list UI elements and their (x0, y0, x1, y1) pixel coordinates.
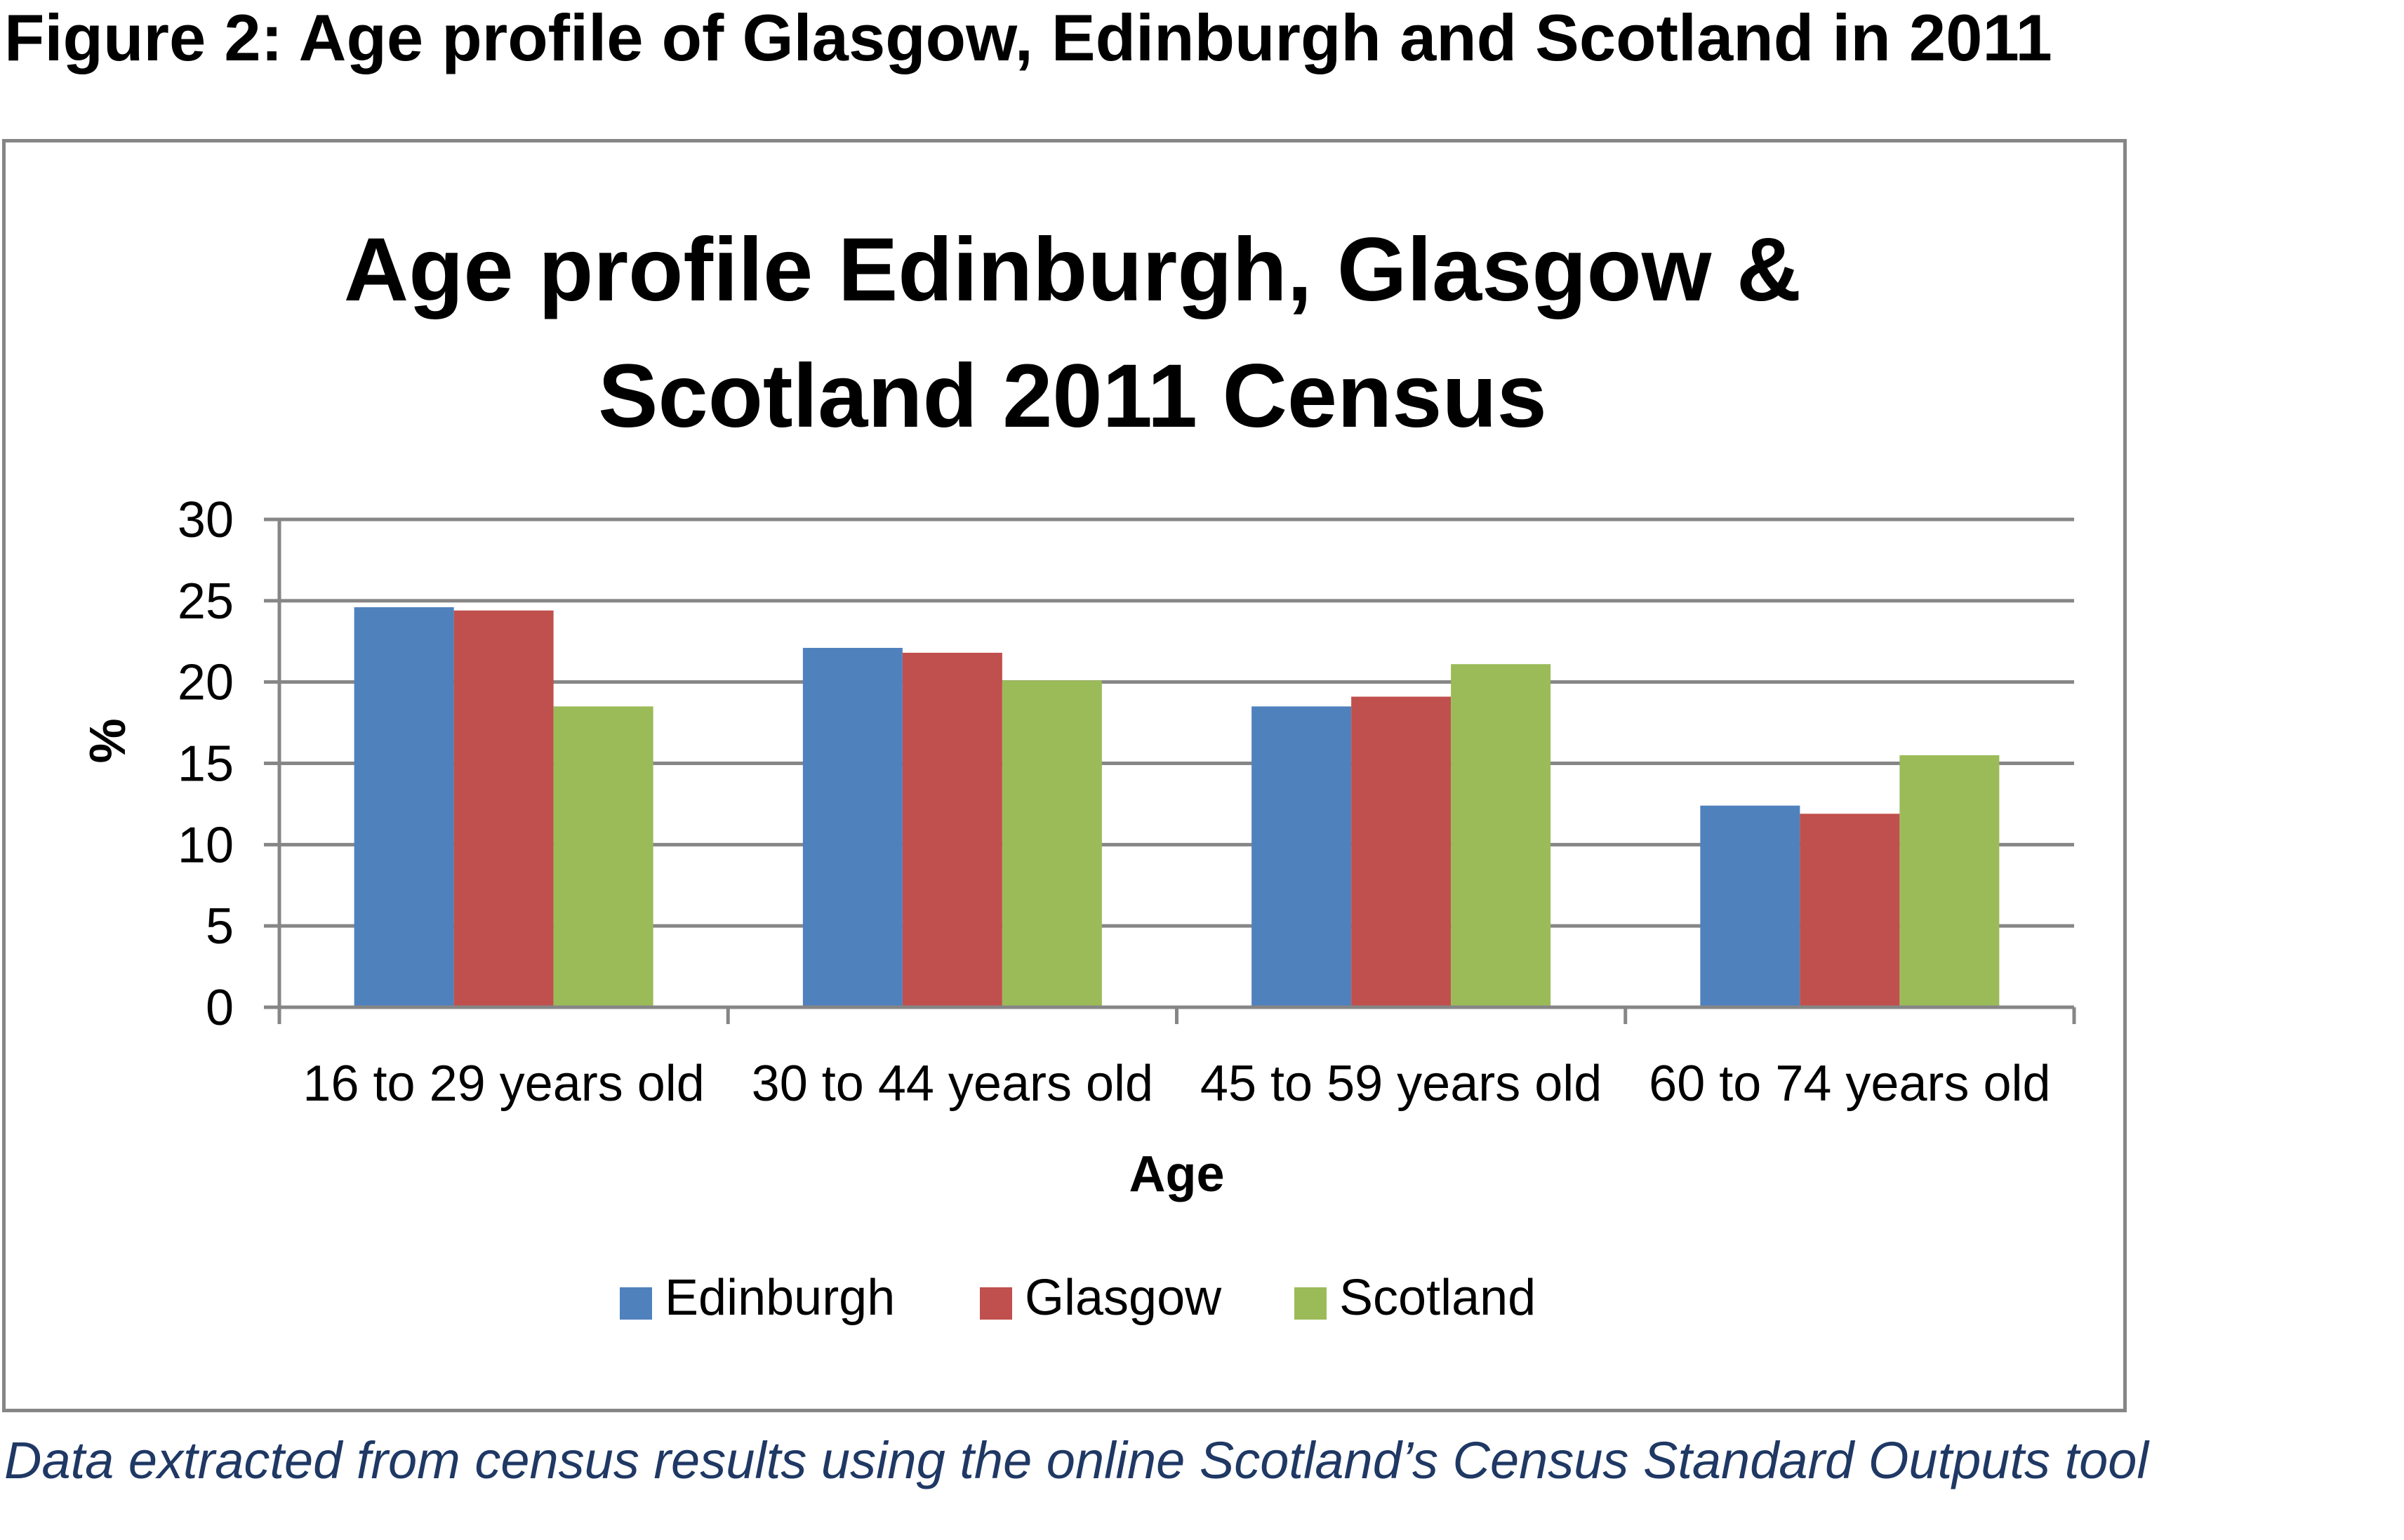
bar-scotland-60-to-74-years-old (1899, 755, 2000, 1007)
y-axis-label: % (80, 718, 136, 763)
x-tick-label-45-to-59-years-old: 45 to 59 years old (1200, 1056, 1602, 1112)
figure-caption: Data extracted from census results using… (4, 1431, 2149, 1489)
bar-edinburgh-30-to-44-years-old (802, 648, 903, 1007)
x-tick-label-30-to-44-years-old: 30 to 44 years old (752, 1056, 1153, 1112)
bars (354, 607, 2000, 1007)
bar-scotland-30-to-44-years-old (1002, 680, 1102, 1007)
legend-swatch-edinburgh (620, 1287, 652, 1320)
y-tick-labels: 0 5 10 15 20 25 30 (178, 492, 234, 1036)
x-tick-labels: 16 to 29 years old 30 to 44 years old 45 t… (303, 1056, 2050, 1112)
legend-label-glasgow: Glasgow (1025, 1270, 1222, 1326)
figure-title: Figure 2: Age profile of Glasgow, Edinbu… (4, 1, 2052, 74)
bar-scotland-16-to-29-years-old (553, 706, 653, 1007)
chart-title-line-2: Scotland 2011 Census (598, 346, 1547, 446)
legend-label-edinburgh: Edinburgh (665, 1270, 895, 1326)
bar-scotland-45-to-59-years-old (1451, 664, 1551, 1007)
y-tick-label-10: 10 (178, 817, 234, 873)
chart-title: Age profile Edinburgh, Glasgow & Scotland… (344, 220, 1802, 446)
legend: Edinburgh Glasgow Scotland (620, 1270, 1536, 1326)
bar-glasgow-16-to-29-years-old (453, 610, 554, 1007)
y-tick-label-5: 5 (206, 898, 234, 955)
axes (264, 517, 2076, 1024)
legend-swatch-glasgow (980, 1287, 1012, 1320)
chart-frame: Age profile Edinburgh, Glasgow & Scotland… (2, 139, 2127, 1412)
x-tick-label-16-to-29-years-old: 16 to 29 years old (303, 1056, 704, 1112)
legend-label-scotland: Scotland (1339, 1270, 1536, 1326)
legend-swatch-scotland (1294, 1287, 1327, 1320)
axis-labels: Age% (80, 718, 1225, 1202)
y-tick-label-25: 25 (178, 573, 234, 630)
bar-glasgow-45-to-59-years-old (1351, 696, 1452, 1007)
bar-glasgow-60-to-74-years-old (1800, 814, 1900, 1007)
y-tick-label-30: 30 (178, 492, 234, 548)
x-axis-label: Age (1129, 1146, 1224, 1202)
bar-edinburgh-16-to-29-years-old (354, 607, 454, 1007)
x-tick-label-60-to-74-years-old: 60 to 74 years old (1649, 1056, 2050, 1112)
bar-chart: Age profile Edinburgh, Glasgow & Scotland… (80, 220, 2076, 1326)
y-tick-label-20: 20 (178, 655, 234, 711)
y-tick-label-0: 0 (206, 980, 234, 1036)
chart-title-line-1: Age profile Edinburgh, Glasgow & (344, 220, 1802, 320)
bar-edinburgh-45-to-59-years-old (1251, 706, 1352, 1007)
bar-glasgow-30-to-44-years-old (902, 652, 1002, 1007)
bar-edinburgh-60-to-74-years-old (1700, 805, 1800, 1007)
y-tick-label-15: 15 (178, 736, 234, 792)
